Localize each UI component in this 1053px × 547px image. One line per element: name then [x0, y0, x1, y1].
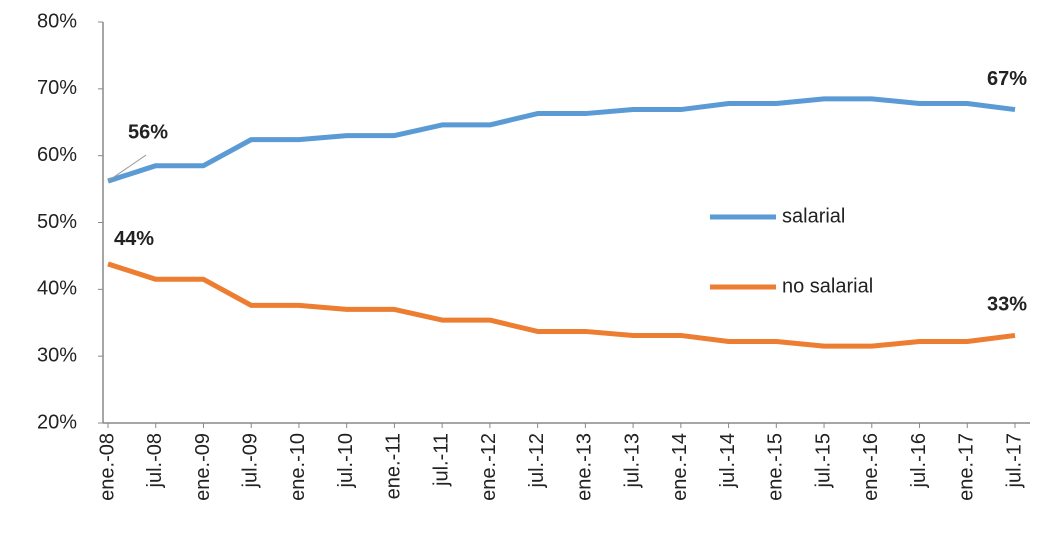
x-tick-label: ene.-11 — [383, 433, 405, 499]
legend-label: salarial — [782, 205, 845, 227]
x-tick-label: ene.-14 — [669, 433, 691, 501]
x-tick-label: ene.-17 — [956, 433, 978, 501]
value-label: 33% — [987, 294, 1027, 316]
line — [107, 96, 1016, 184]
y-tick-label: 50% — [37, 211, 77, 233]
x-tick-label: ene.-15 — [765, 433, 787, 501]
x-tick-label: jul.-17 — [1003, 433, 1025, 488]
x-tick-label: jul.-08 — [144, 433, 166, 488]
x-tick-label: jul.-14 — [717, 433, 739, 488]
line — [107, 261, 1016, 349]
x-tick-label: ene.-08 — [96, 433, 118, 501]
x-tick-label: jul.-10 — [335, 433, 357, 488]
x-tick-label: ene.-16 — [860, 433, 882, 501]
y-tick-label: 30% — [37, 344, 77, 366]
x-tick-label: ene.-10 — [287, 433, 309, 501]
value-label: 67% — [987, 68, 1027, 90]
leader-line — [107, 154, 147, 182]
x-tick-label: jul.-16 — [908, 433, 930, 488]
x-tick-label: jul.-13 — [621, 433, 643, 488]
x-tick-label: ene.-12 — [478, 433, 500, 501]
y-tick-label: 20% — [37, 411, 77, 433]
y-tick-label: 60% — [37, 144, 77, 166]
y-tick-label: 40% — [37, 278, 77, 300]
x-tick-label: jul.-11 — [430, 433, 452, 487]
y-tick-label: 80% — [37, 10, 77, 32]
y-tick-label: 70% — [37, 77, 77, 99]
x-tick-label: ene.-09 — [192, 433, 214, 501]
legend-label: no salarial — [782, 275, 873, 297]
x-tick-label: ene.-13 — [574, 433, 596, 501]
x-tick-label: jul.-09 — [239, 433, 261, 488]
value-label: 56% — [128, 121, 168, 143]
x-tick-label: jul.-12 — [526, 433, 548, 488]
value-label: 44% — [114, 228, 154, 250]
x-tick-label: jul.-15 — [812, 433, 834, 488]
